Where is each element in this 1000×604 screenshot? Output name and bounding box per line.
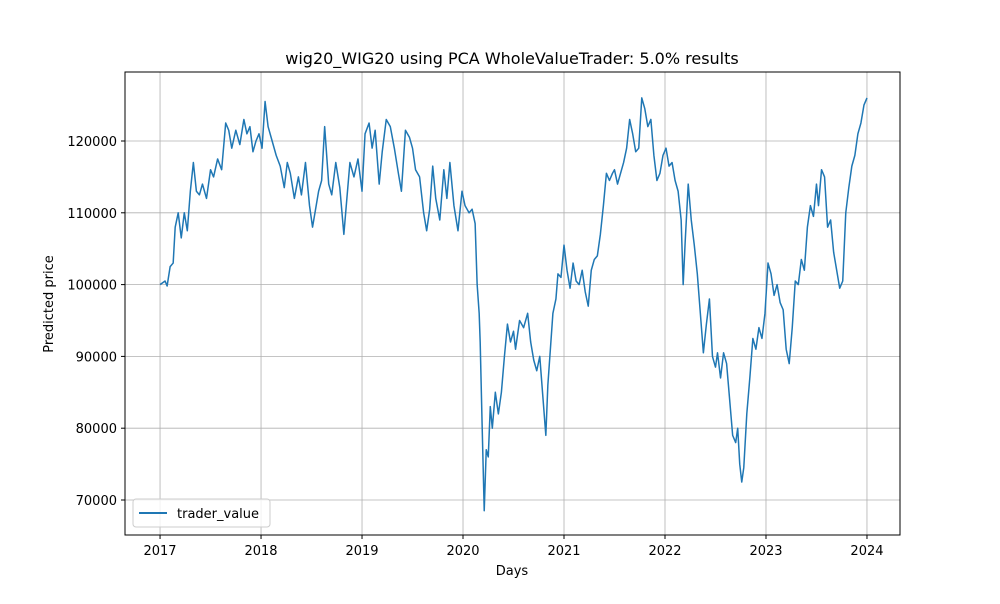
y-tick-label: 110000 — [67, 207, 117, 222]
x-tick-label: 2017 — [143, 544, 176, 559]
plot-frame — [124, 71, 901, 536]
legend-box — [132, 498, 271, 528]
x-tick-label: 2022 — [648, 544, 681, 559]
x-tick-label: 2021 — [547, 544, 580, 559]
y-tick-label: 120000 — [67, 135, 117, 150]
x-axis-label: Days — [496, 564, 529, 579]
data-line — [159, 97, 868, 512]
x-tick-label: 2019 — [345, 544, 378, 559]
x-tick-label: 2024 — [850, 544, 883, 559]
y-tick-label: 80000 — [76, 422, 117, 437]
y-axis-label: Predicted price — [42, 255, 57, 353]
x-tick-label: 2020 — [446, 544, 479, 559]
y-tick-label: 90000 — [76, 350, 117, 365]
y-tick-label: 70000 — [76, 494, 117, 509]
legend-label: trader_value — [177, 507, 259, 522]
x-tick-label: 2018 — [244, 544, 277, 559]
x-tick-label: 2023 — [749, 544, 782, 559]
y-tick-label: 100000 — [67, 279, 117, 294]
chart-title: wig20_WIG20 using PCA WholeValueTrader: … — [285, 49, 738, 69]
